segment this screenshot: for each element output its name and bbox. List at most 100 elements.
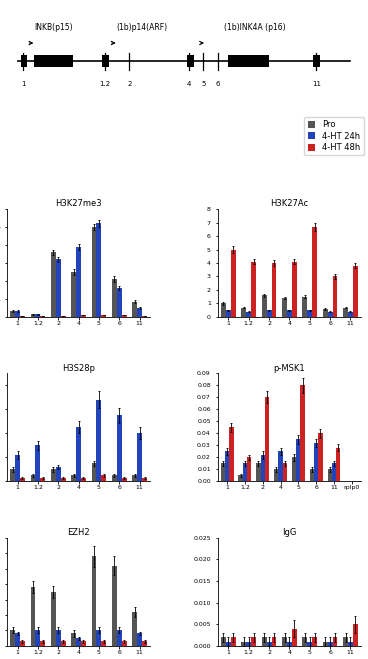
Bar (229, 428, 234, 481)
Bar (323, 641, 328, 646)
Bar (262, 295, 267, 317)
Bar (101, 641, 106, 646)
Bar (312, 227, 317, 317)
Bar (92, 227, 96, 317)
Bar (238, 475, 243, 481)
Bar (71, 633, 76, 646)
Bar (20, 641, 25, 646)
Bar (71, 475, 76, 481)
Bar (31, 587, 35, 646)
Bar (302, 637, 307, 646)
Bar (31, 314, 35, 317)
Bar (272, 263, 276, 317)
Bar (40, 641, 45, 646)
Bar (34, 55, 73, 67)
Bar (272, 637, 276, 646)
Bar (302, 297, 307, 317)
Bar (231, 250, 236, 317)
Bar (282, 637, 287, 646)
Bar (31, 475, 35, 481)
Bar (328, 469, 332, 481)
Bar (251, 637, 256, 646)
Bar (221, 463, 225, 481)
Text: INKB(p15): INKB(p15) (34, 23, 72, 32)
Bar (61, 478, 66, 481)
Bar (92, 556, 96, 646)
Title: p-MSK1: p-MSK1 (273, 364, 305, 373)
Bar (112, 565, 117, 646)
Bar (296, 440, 300, 481)
Bar (40, 316, 45, 317)
Bar (328, 312, 333, 317)
Legend: Pro, 4-HT 24h, 4-HT 48h: Pro, 4-HT 24h, 4-HT 48h (304, 117, 364, 156)
Bar (61, 316, 66, 317)
Bar (246, 312, 251, 317)
Bar (112, 475, 117, 481)
Bar (307, 310, 312, 317)
Bar (226, 310, 231, 317)
Text: 1: 1 (21, 81, 25, 87)
Bar (267, 310, 272, 317)
Bar (292, 629, 297, 646)
Bar (187, 55, 194, 67)
Bar (117, 288, 122, 317)
Bar (117, 415, 122, 481)
Bar (96, 631, 101, 646)
Bar (76, 428, 81, 481)
Bar (333, 277, 337, 317)
Bar (328, 641, 333, 646)
Bar (56, 631, 61, 646)
Bar (76, 638, 81, 646)
Text: 11: 11 (312, 81, 321, 87)
Bar (343, 637, 348, 646)
Bar (101, 315, 106, 317)
Bar (310, 469, 314, 481)
Text: (1b)INK4A (p16): (1b)INK4A (p16) (224, 23, 286, 32)
Bar (231, 637, 236, 646)
Bar (15, 633, 20, 646)
Bar (56, 467, 61, 481)
Bar (225, 451, 229, 481)
Bar (292, 262, 297, 317)
Bar (35, 445, 40, 481)
Bar (10, 310, 15, 317)
Bar (278, 451, 283, 481)
Bar (348, 312, 353, 317)
Bar (343, 308, 348, 317)
Bar (287, 310, 292, 317)
Bar (96, 400, 101, 481)
Bar (92, 463, 96, 481)
Bar (81, 641, 86, 646)
Bar (96, 223, 101, 317)
Bar (20, 478, 25, 481)
Title: EZH2: EZH2 (67, 528, 90, 537)
Bar (241, 641, 246, 646)
Bar (332, 463, 336, 481)
Bar (313, 55, 320, 67)
Bar (336, 448, 340, 481)
Title: H3K27Ac: H3K27Ac (270, 199, 308, 208)
Bar (247, 457, 251, 481)
Title: H3K27me3: H3K27me3 (55, 199, 102, 208)
Bar (333, 637, 337, 646)
Text: 4: 4 (187, 81, 191, 87)
Bar (314, 443, 318, 481)
Bar (283, 463, 287, 481)
Bar (35, 314, 40, 317)
Bar (221, 303, 226, 317)
Bar (287, 641, 292, 646)
Bar (243, 463, 247, 481)
Bar (323, 309, 328, 317)
Bar (122, 478, 127, 481)
Bar (312, 637, 317, 646)
Bar (10, 631, 15, 646)
Bar (353, 624, 358, 646)
Bar (81, 315, 86, 317)
Bar (76, 247, 81, 317)
Bar (142, 478, 147, 481)
Bar (112, 279, 117, 317)
Text: 6: 6 (215, 81, 220, 87)
Bar (353, 266, 358, 317)
Text: 1.2: 1.2 (99, 81, 110, 87)
Bar (307, 641, 312, 646)
